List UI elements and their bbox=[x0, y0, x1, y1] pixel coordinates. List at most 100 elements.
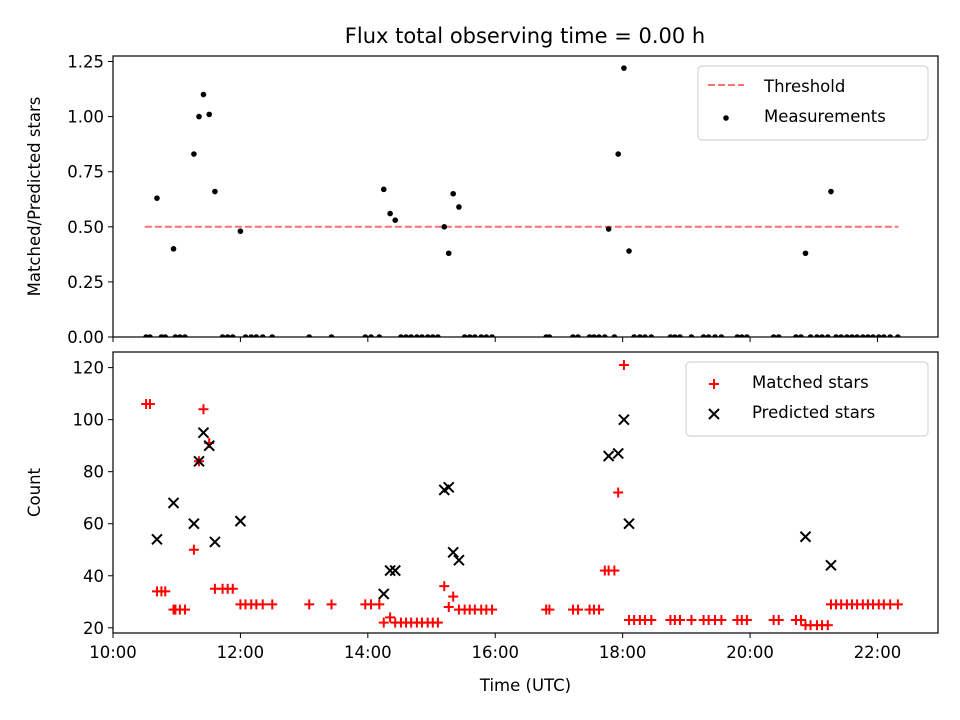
measurement-point bbox=[435, 334, 441, 337]
predicted-star-point bbox=[453, 554, 465, 566]
measurement-point bbox=[229, 334, 236, 337]
measurement-point bbox=[611, 334, 618, 337]
measurement-point bbox=[196, 113, 202, 120]
matched-star-point bbox=[198, 404, 209, 415]
measurement-point bbox=[642, 334, 648, 337]
matched-star-point bbox=[487, 604, 498, 615]
measurement-point bbox=[445, 250, 452, 257]
measurement-point bbox=[648, 334, 655, 337]
measurement-point bbox=[570, 334, 576, 337]
predicted-star-point bbox=[151, 533, 163, 546]
count-x-tick-label: 14:00 bbox=[344, 643, 392, 662]
count-y-tick-label: 120 bbox=[73, 359, 105, 378]
measurement-point bbox=[248, 334, 255, 337]
predicted-star-point bbox=[193, 455, 205, 467]
ratio-panel: 0.00 0.25 0.50 0.75 1.00 1.25 Matched/Predicte… bbox=[25, 53, 939, 347]
matched-star-point bbox=[257, 599, 268, 610]
measurement-point bbox=[191, 151, 197, 157]
ratio-axes-frame bbox=[112, 55, 939, 338]
measurement-point bbox=[770, 334, 777, 337]
measurement-point bbox=[408, 334, 414, 337]
matched-star-point bbox=[594, 604, 605, 615]
legend-label: Matched stars bbox=[752, 373, 869, 392]
measurement-point bbox=[456, 204, 462, 210]
measurement-point bbox=[814, 334, 820, 337]
ratio-y-tick-label: 1.00 bbox=[67, 108, 104, 127]
measurement-point bbox=[441, 224, 448, 230]
legend-label: Threshold bbox=[763, 77, 845, 96]
count-legend: Matched stars Predicted stars bbox=[685, 361, 929, 437]
measurement-point bbox=[591, 334, 597, 337]
count-y-tick-label: 100 bbox=[73, 411, 105, 430]
measurement-point bbox=[865, 334, 871, 337]
count-x-tick-label: 16:00 bbox=[471, 643, 519, 662]
measurement-point bbox=[387, 210, 393, 217]
predicted-star-point bbox=[188, 518, 200, 530]
measurement-point bbox=[170, 246, 177, 252]
count-x-tick-label: 18:00 bbox=[599, 643, 647, 662]
legend-label: Predicted stars bbox=[752, 403, 875, 422]
measurement-point bbox=[177, 334, 183, 337]
measurement-point bbox=[306, 334, 313, 337]
count-y-axis-label: Count bbox=[25, 467, 44, 517]
predicted-star-point bbox=[612, 447, 624, 460]
matched-star-point bbox=[304, 599, 315, 610]
measurement-point bbox=[483, 334, 490, 337]
measurement-point bbox=[667, 334, 674, 337]
legend-label: Measurements bbox=[764, 107, 886, 126]
measurement-point bbox=[738, 334, 745, 337]
ratio-data-area bbox=[143, 65, 901, 337]
measurement-point bbox=[887, 334, 894, 337]
predicted-star-point bbox=[197, 426, 210, 439]
measurement-point bbox=[793, 334, 799, 337]
measurement-point bbox=[672, 334, 678, 337]
matched-star-point bbox=[448, 591, 459, 602]
measurement-point bbox=[182, 334, 188, 337]
measurement-point bbox=[828, 188, 834, 195]
measurement-point bbox=[833, 334, 839, 337]
measurement-point bbox=[489, 334, 495, 337]
measurement-point bbox=[414, 334, 420, 337]
matched-star-point bbox=[674, 614, 685, 625]
measurement-point bbox=[224, 334, 231, 337]
matched-star-point bbox=[716, 614, 727, 625]
measurement-point bbox=[575, 334, 581, 337]
matched-star-point bbox=[188, 544, 199, 555]
measurement-point bbox=[424, 334, 431, 337]
predicted-star-point bbox=[209, 536, 221, 548]
matched-star-point bbox=[179, 604, 190, 615]
measurement-point bbox=[380, 186, 387, 193]
matched-star-point bbox=[741, 614, 752, 625]
measurement-point bbox=[895, 334, 901, 337]
legend-measurement-swatch bbox=[723, 115, 729, 121]
measurement-point bbox=[376, 334, 383, 337]
matched-star-point bbox=[443, 601, 454, 612]
measurement-point bbox=[718, 334, 725, 337]
measurement-point bbox=[269, 334, 276, 337]
measurement-point bbox=[419, 334, 425, 337]
measurement-point bbox=[631, 334, 637, 337]
measurement-point bbox=[200, 91, 207, 98]
measurement-point bbox=[712, 334, 718, 337]
matched-star-point bbox=[227, 583, 238, 594]
predicted-star-point bbox=[384, 564, 396, 577]
matched-star-point bbox=[573, 604, 584, 615]
measurement-point bbox=[398, 334, 404, 337]
measurement-point bbox=[677, 334, 683, 337]
legend-frame bbox=[685, 361, 929, 437]
count-x-axis-label: Time (UTC) bbox=[479, 676, 571, 695]
count-axes-frame bbox=[112, 351, 939, 634]
measurement-point bbox=[637, 334, 643, 337]
matched-star-point bbox=[822, 620, 833, 631]
legend-predicted-swatch bbox=[708, 408, 720, 420]
measurement-point bbox=[242, 334, 249, 337]
measurement-point bbox=[237, 228, 244, 235]
predicted-star-point bbox=[447, 546, 459, 559]
matched-star-point bbox=[267, 599, 278, 610]
count-data-area bbox=[141, 360, 903, 631]
count-x-tick-label: 10:00 bbox=[89, 643, 137, 662]
predicted-star-point bbox=[234, 515, 247, 527]
matched-star-point bbox=[773, 614, 784, 625]
ratio-y-tick-label: 0.75 bbox=[67, 163, 104, 182]
matched-star-point bbox=[544, 604, 555, 615]
